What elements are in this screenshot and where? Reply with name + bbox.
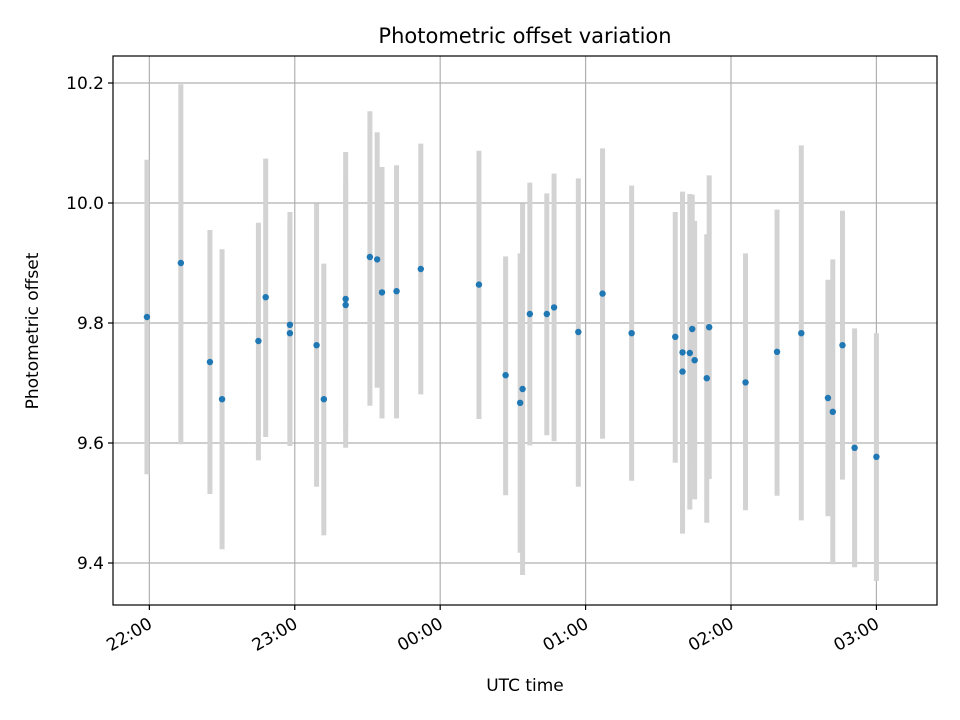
data-point	[599, 290, 606, 297]
data-point	[206, 358, 214, 366]
plot-frame	[112, 55, 938, 606]
data-point	[773, 348, 781, 355]
data-point	[824, 394, 832, 402]
data-point	[851, 444, 858, 451]
data-point	[798, 330, 805, 337]
tick-layer: 9.4 9.6 9.8 10.0 10.2 22:00 23:00 00:00 01:00 02:…	[66, 74, 883, 656]
data-point	[262, 294, 269, 301]
data-point	[526, 310, 534, 318]
data-point	[543, 310, 551, 318]
data-point	[519, 385, 526, 393]
data-point	[313, 342, 320, 349]
x-tick-label: 23:00	[249, 614, 301, 656]
chart-title: Photometric offset variation	[378, 24, 671, 48]
data-point	[320, 396, 328, 403]
data-point	[417, 265, 424, 273]
data-point	[839, 342, 846, 349]
data-point	[255, 337, 262, 345]
y-axis-label: Photometric offset	[23, 252, 43, 409]
y-tick-label: 9.6	[77, 434, 104, 454]
data-point	[550, 304, 558, 311]
x-tick-label: 01:00	[540, 614, 592, 656]
x-axis-label: UTC time	[486, 676, 564, 696]
data-point	[742, 379, 749, 386]
data-point	[342, 301, 349, 309]
data-point	[373, 256, 381, 263]
x-tick-label: 00:00	[394, 614, 446, 656]
data-point	[218, 396, 226, 403]
data-point	[342, 295, 349, 303]
data-point	[366, 253, 374, 261]
data-point	[475, 281, 483, 288]
data-point	[575, 328, 582, 336]
y-tick-label: 10.2	[66, 74, 104, 94]
y-tick-label: 9.8	[77, 314, 104, 334]
data-point	[829, 408, 836, 415]
data-point	[286, 321, 294, 328]
data-point	[705, 324, 713, 331]
data-point	[286, 330, 294, 337]
data-point	[679, 349, 686, 356]
data-point	[691, 357, 698, 364]
errorbar-layer	[144, 84, 879, 581]
data-point	[177, 259, 185, 267]
point-layer	[143, 253, 880, 460]
data-point	[873, 453, 880, 460]
y-tick-label: 10.0	[66, 194, 104, 214]
data-point	[502, 372, 509, 379]
data-point	[378, 289, 386, 296]
x-tick-label: 02:00	[685, 614, 737, 656]
data-point	[679, 368, 686, 375]
data-point	[628, 330, 635, 337]
data-point	[672, 333, 679, 340]
data-point	[516, 399, 524, 406]
data-point	[703, 375, 710, 382]
data-point	[689, 325, 696, 333]
data-point	[393, 288, 400, 295]
y-tick-label: 9.4	[77, 554, 104, 574]
x-tick-label: 03:00	[830, 614, 882, 656]
x-tick-label: 22:00	[103, 614, 155, 656]
data-point	[686, 349, 693, 357]
data-point	[143, 313, 151, 321]
